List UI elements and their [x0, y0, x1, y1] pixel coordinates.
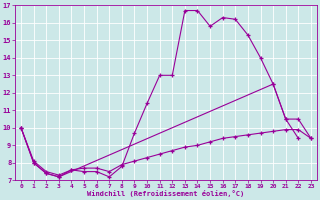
X-axis label: Windchill (Refroidissement éolien,°C): Windchill (Refroidissement éolien,°C)	[87, 190, 244, 197]
